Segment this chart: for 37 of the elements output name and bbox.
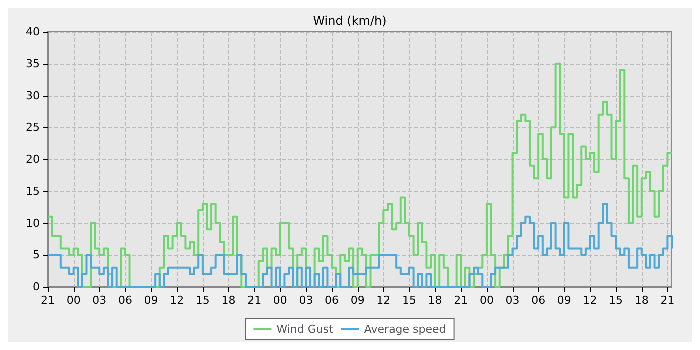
y-tick-label: 15: [26, 184, 40, 198]
x-tick-label: 18: [634, 294, 649, 307]
y-tick-label: 40: [26, 26, 40, 38]
y-tick-label: 20: [26, 153, 40, 166]
x-tick-label: 15: [196, 294, 210, 307]
legend-label: Average speed: [364, 323, 446, 336]
x-tick-label: 03: [92, 294, 107, 307]
x-tick-label: 00: [480, 294, 494, 307]
x-tick-label: 18: [222, 294, 236, 307]
y-tick-label: 5: [33, 248, 40, 262]
x-tick-label: 21: [660, 294, 675, 307]
y-tick-label: 35: [26, 57, 40, 70]
x-tick-label: 03: [506, 294, 520, 307]
x-tick-label: 21: [454, 294, 468, 307]
y-tick-label: 0: [33, 280, 40, 294]
x-tick-label: 12: [376, 294, 391, 307]
x-tick-label: 09: [144, 294, 158, 307]
y-tick-label: 10: [26, 216, 40, 230]
x-tick-label: 06: [118, 294, 132, 307]
x-tick-label: 06: [532, 294, 546, 307]
chart-title: Wind (km/h): [313, 14, 387, 28]
x-tick-label: 18: [428, 294, 442, 307]
x-tick-label: 09: [557, 294, 572, 307]
x-tick-label: 00: [66, 294, 81, 307]
x-tick-label: 12: [583, 294, 598, 307]
x-tick-label: 12: [170, 294, 184, 307]
x-tick-label: 06: [325, 294, 340, 307]
x-tick-label: 15: [402, 294, 416, 307]
x-tick-label: 09: [350, 294, 365, 307]
y-tick-label: 25: [26, 121, 40, 134]
x-tick-label: 21: [248, 294, 262, 307]
x-tick-label: 03: [299, 294, 314, 307]
x-tick-label: 21: [41, 294, 55, 307]
x-tick-label: 15: [609, 294, 624, 307]
x-tick-label: 00: [273, 294, 288, 307]
y-tick-label: 30: [26, 89, 40, 102]
legend-label: Wind Gust: [276, 323, 334, 336]
